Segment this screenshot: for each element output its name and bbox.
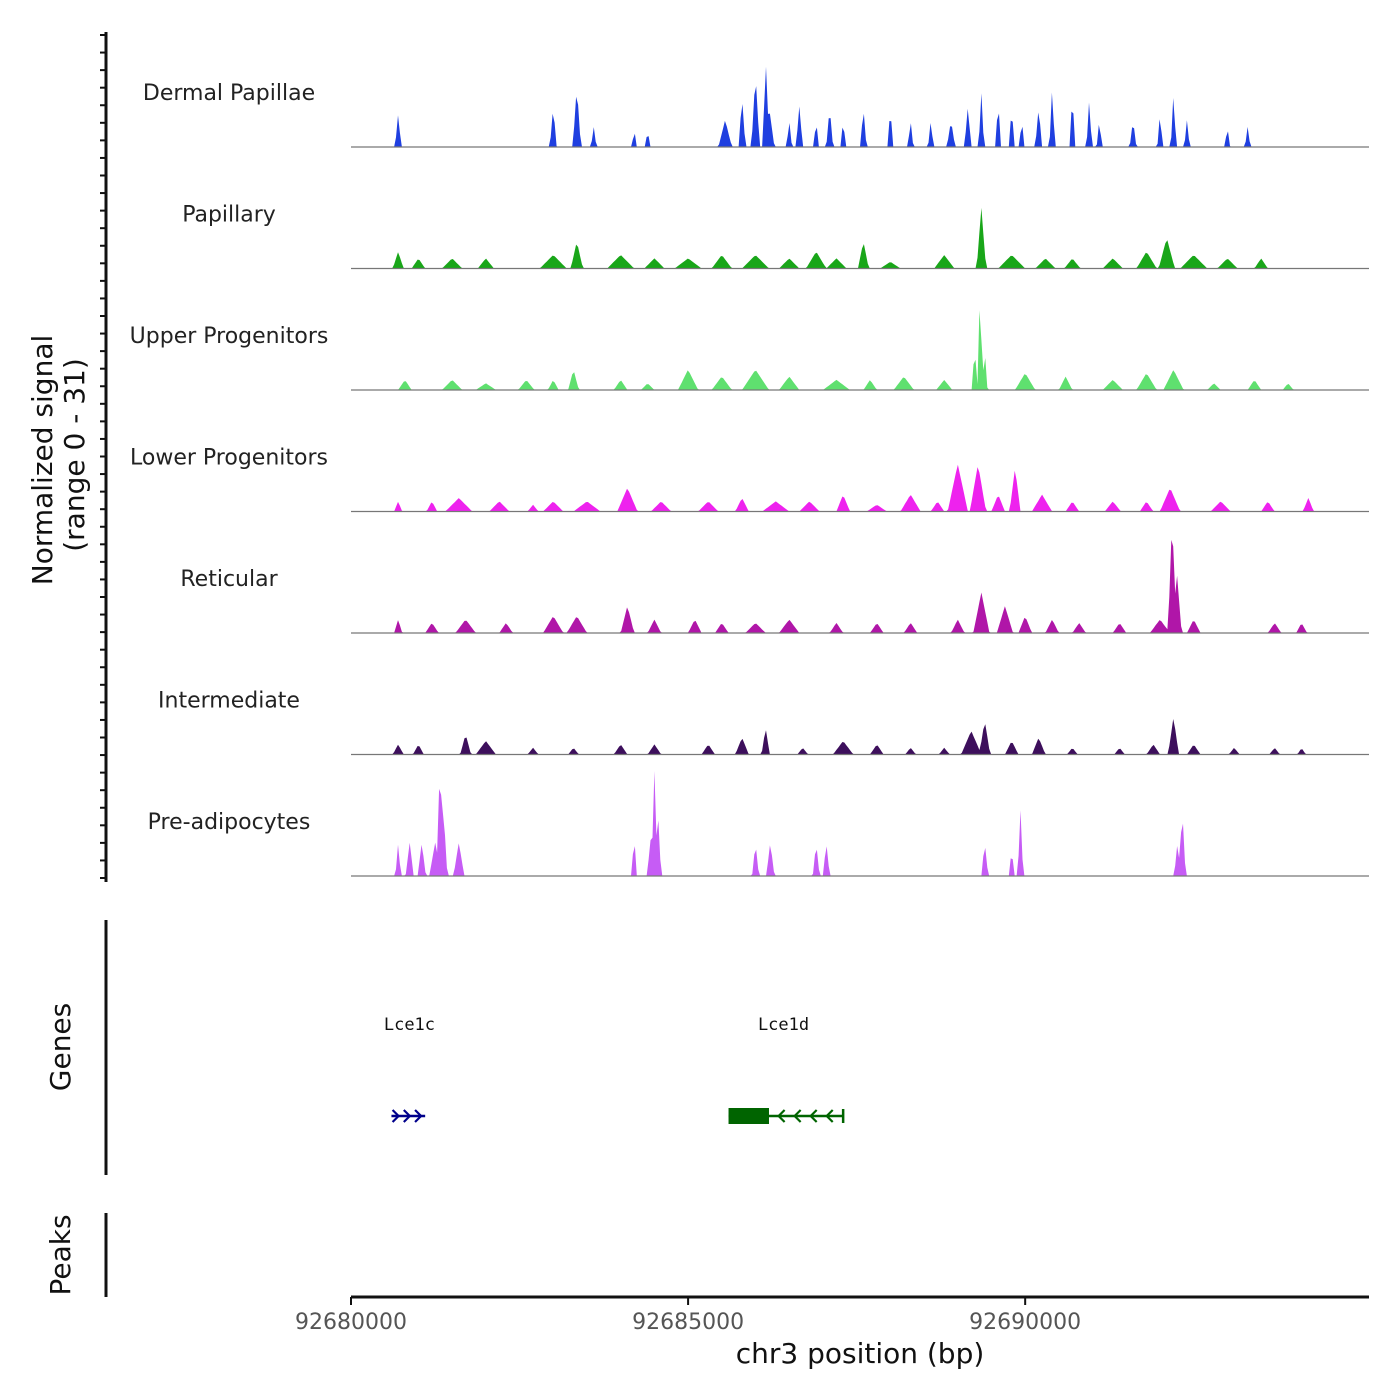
peaks-panel-title: Peaks xyxy=(44,1214,77,1295)
signal-tracks: Dermal Papillae Papillary Upper Progenitor… xyxy=(130,66,1369,877)
strand-arrow xyxy=(777,1109,786,1123)
gene-label: Lce1d xyxy=(758,1015,809,1035)
track-label: Lower Progenitors xyxy=(130,446,328,471)
track-label: Pre-adipocytes xyxy=(148,810,311,835)
track-label: Intermediate xyxy=(158,689,300,714)
x-tick-label: 92690000 xyxy=(969,1310,1081,1335)
genes-panel-title: Genes xyxy=(44,1003,77,1091)
track-3: Lower Progenitors xyxy=(130,446,1369,513)
gene-track: Lce1c Lce1d xyxy=(384,1015,845,1124)
track-label: Upper Progenitors xyxy=(130,324,329,349)
strand-arrow xyxy=(403,1109,412,1123)
signal-area xyxy=(351,539,1369,633)
gene-Lce1d: Lce1d xyxy=(728,1015,845,1124)
signal-area xyxy=(351,719,1369,755)
x-tick-label: 92680000 xyxy=(295,1310,407,1335)
track-1: Papillary xyxy=(182,203,1369,270)
y-axis-title: Normalized signal xyxy=(26,335,59,586)
strand-arrow xyxy=(391,1109,401,1123)
gene-label: Lce1c xyxy=(384,1015,435,1035)
x-axis-title: chr3 position (bp) xyxy=(736,1337,985,1370)
track-label: Papillary xyxy=(182,203,276,228)
strand-arrow xyxy=(809,1109,818,1123)
signal-area xyxy=(351,310,1369,390)
track-label: Reticular xyxy=(180,567,278,592)
track-2: Upper Progenitors xyxy=(130,310,1369,391)
strand-arrow xyxy=(793,1109,802,1123)
x-axis-ticks: 92680000 92685000 92690000 xyxy=(295,1297,1081,1335)
gene-Lce1c: Lce1c xyxy=(384,1015,435,1123)
strand-arrow xyxy=(414,1109,423,1123)
y-axis-subtitle: (range 0 - 31) xyxy=(58,358,91,552)
x-tick-label: 92685000 xyxy=(632,1310,744,1335)
track-4: Reticular xyxy=(180,539,1369,634)
strand-arrow xyxy=(825,1109,834,1123)
track-label: Dermal Papillae xyxy=(143,81,315,106)
track-0: Dermal Papillae xyxy=(143,66,1369,148)
signal-axis-ticks xyxy=(100,34,106,879)
gene-exon xyxy=(728,1108,769,1124)
signal-area xyxy=(351,771,1369,876)
track-6: Pre-adipocytes xyxy=(148,771,1369,877)
signal-area xyxy=(351,207,1369,269)
signal-area xyxy=(351,66,1369,147)
signal-area xyxy=(351,464,1369,512)
track-5: Intermediate xyxy=(158,689,1369,756)
